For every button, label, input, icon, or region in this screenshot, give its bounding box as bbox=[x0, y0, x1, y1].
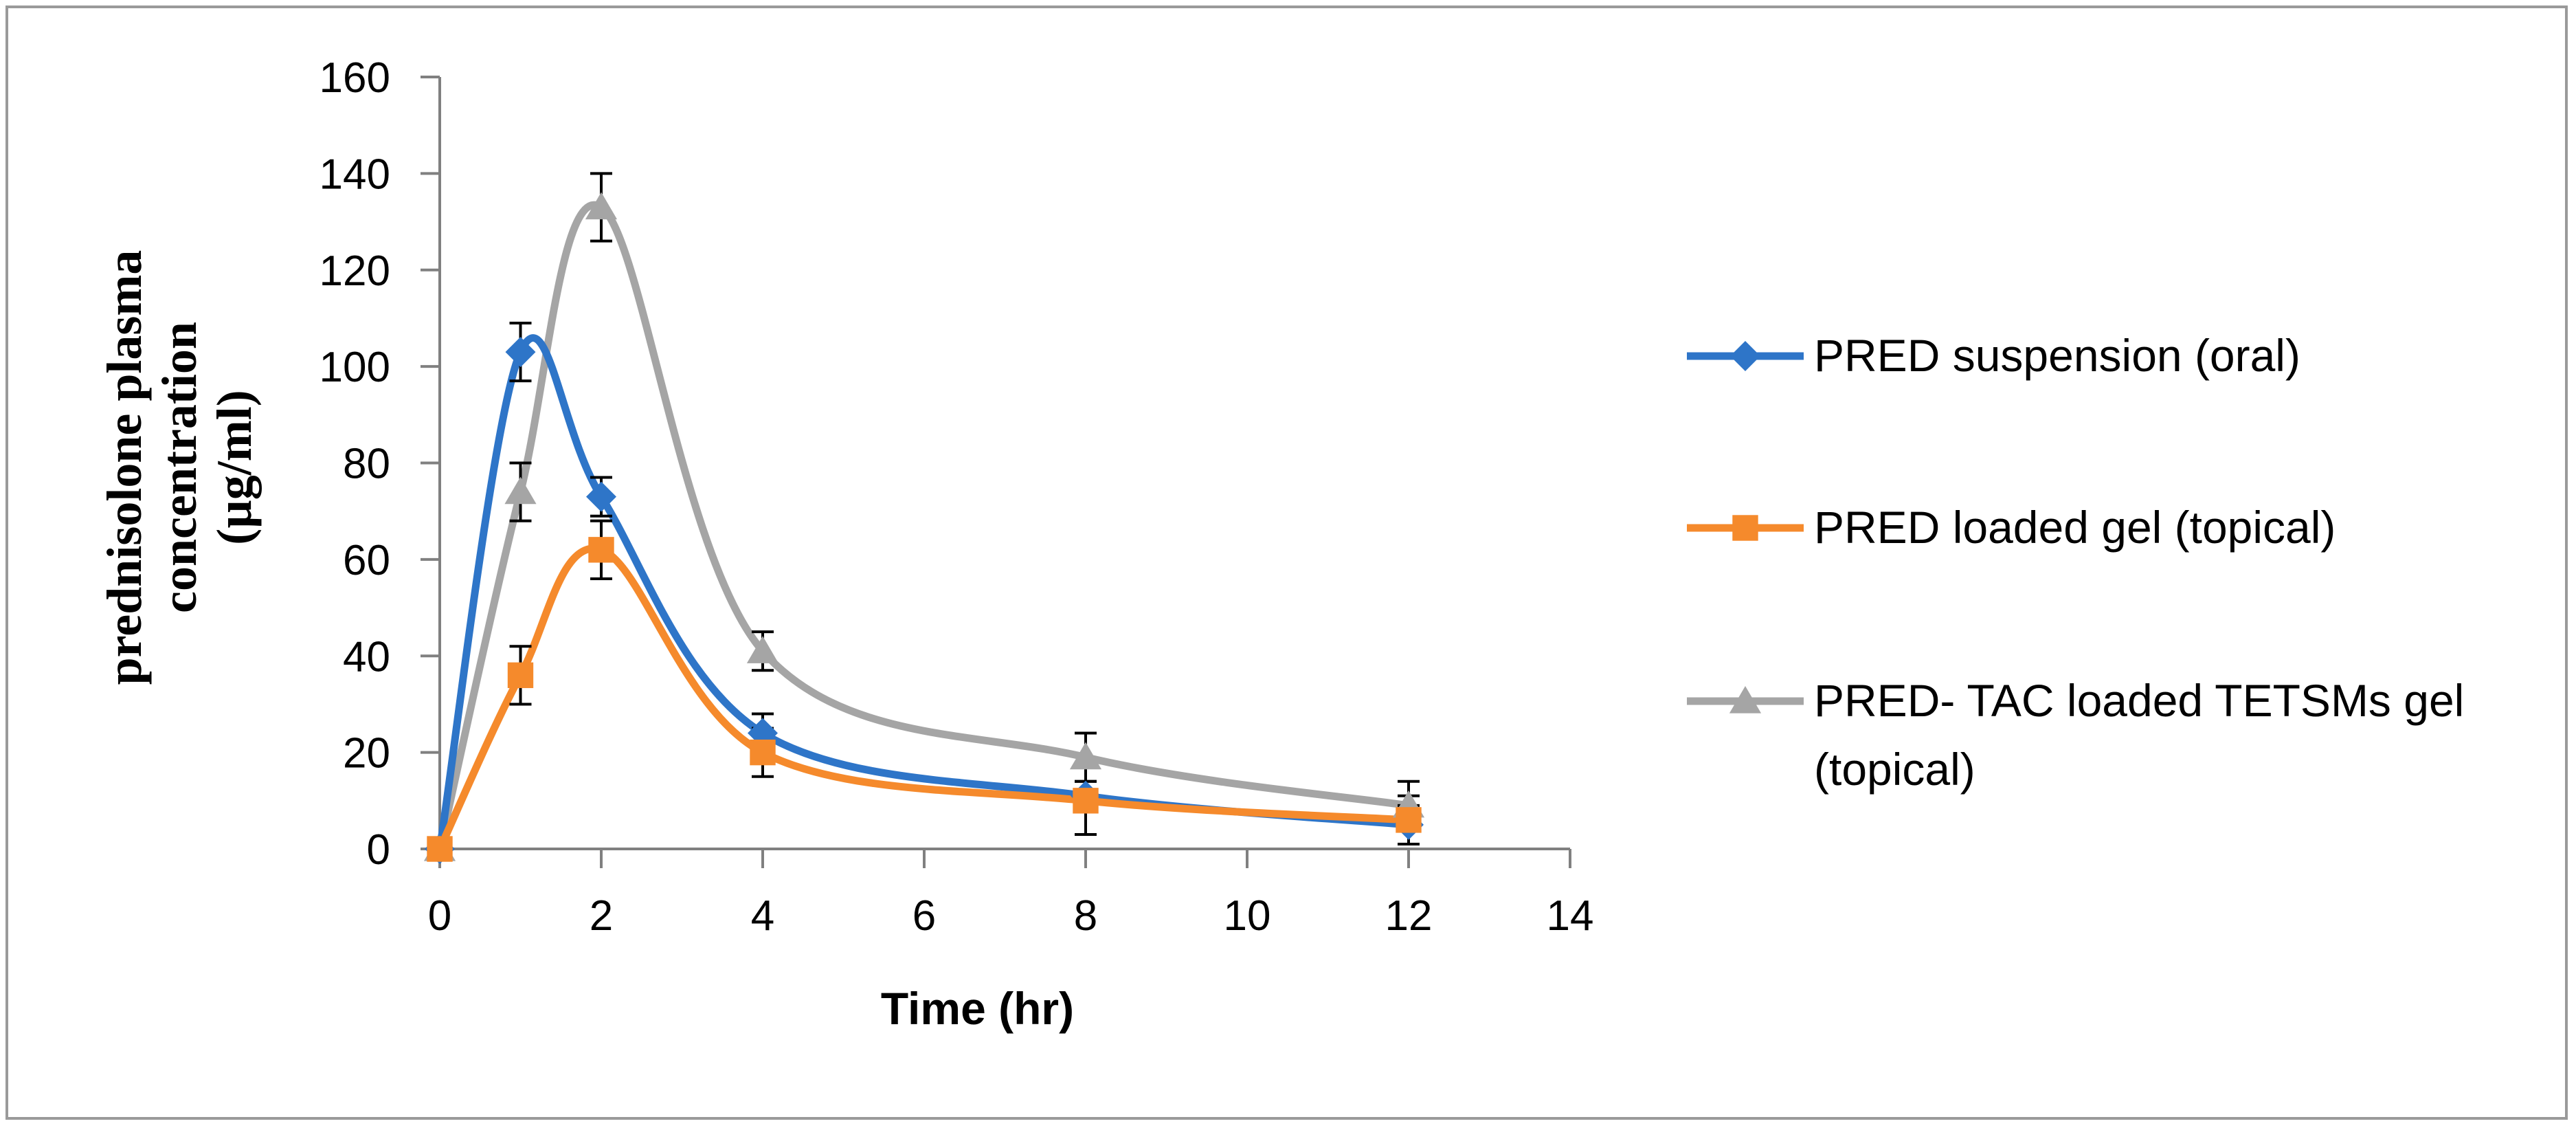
legend-marker bbox=[1729, 686, 1762, 714]
legend-item: PRED suspension (oral) bbox=[1687, 330, 2300, 381]
legend: PRED suspension (oral) PRED loaded gel (t… bbox=[1687, 330, 2464, 795]
legend-marker bbox=[1732, 515, 1758, 541]
y-axis-title-line: (µg/ml) bbox=[207, 390, 262, 544]
y-tick-label: 120 bbox=[320, 247, 390, 295]
x-tick-label: 14 bbox=[1547, 892, 1594, 940]
y-axis-title-line: concentration bbox=[152, 322, 207, 613]
data-point bbox=[504, 476, 537, 505]
axes: 0 20 40 60 80 100 120 140 160 0 2 4 6 8 10 12 14 bbox=[320, 54, 1594, 940]
data-point bbox=[750, 739, 776, 766]
legend-marker bbox=[1730, 341, 1760, 371]
x-tick-label: 10 bbox=[1224, 892, 1271, 940]
y-axis-title-group: prednisolone plasma concentration (µg/ml) bbox=[97, 250, 262, 685]
data-point bbox=[427, 836, 453, 862]
chart-frame bbox=[5, 5, 2568, 1120]
data-point bbox=[586, 481, 616, 512]
x-tick-label: 0 bbox=[428, 892, 451, 940]
legend-label: PRED suspension (oral) bbox=[1814, 330, 2300, 381]
legend-label: PRED- TAC loaded TETSMs gel bbox=[1814, 675, 2464, 726]
y-tick-label: 0 bbox=[367, 826, 390, 874]
series-line bbox=[436, 544, 1409, 851]
x-tick-label: 12 bbox=[1385, 892, 1433, 940]
data-point bbox=[505, 337, 536, 368]
y-axis-title: prednisolone plasma concentration (µg/ml) bbox=[97, 250, 262, 685]
y-tick-label: 60 bbox=[343, 537, 390, 584]
x-axis-title: Time (hr) bbox=[881, 983, 1074, 1034]
data-point bbox=[746, 636, 779, 663]
legend-item: PRED loaded gel (topical) bbox=[1687, 502, 2336, 553]
series-0 bbox=[436, 334, 1409, 850]
y-tick-label: 100 bbox=[320, 344, 390, 391]
legend-item: PRED- TAC loaded TETSMs gel (topical) bbox=[1687, 675, 2464, 795]
y-tick-label: 140 bbox=[320, 151, 390, 198]
legend-label: (topical) bbox=[1814, 744, 1975, 795]
x-tick-label: 2 bbox=[590, 892, 613, 940]
x-tick-label: 8 bbox=[1074, 892, 1097, 940]
data-point bbox=[1069, 742, 1102, 770]
y-axis-title-line: prednisolone plasma bbox=[97, 250, 152, 685]
series-2 bbox=[436, 201, 1409, 850]
series-layer bbox=[423, 172, 1425, 864]
data-point bbox=[588, 537, 614, 563]
data-point bbox=[507, 662, 534, 689]
series-line bbox=[436, 334, 1409, 850]
markers-0 bbox=[425, 337, 1424, 864]
series-line bbox=[436, 201, 1409, 850]
series-1 bbox=[436, 544, 1409, 851]
y-tick-label: 20 bbox=[343, 730, 390, 777]
error-bars-2 bbox=[509, 172, 1420, 831]
data-point bbox=[1073, 788, 1099, 814]
markers-1 bbox=[427, 537, 1422, 862]
legend-label: PRED loaded gel (topical) bbox=[1814, 502, 2336, 553]
y-tick-label: 80 bbox=[343, 441, 390, 488]
x-tick-label: 6 bbox=[912, 892, 936, 940]
y-tick-label: 40 bbox=[343, 633, 390, 681]
markers-2 bbox=[423, 192, 1425, 861]
y-tick-label: 160 bbox=[320, 54, 390, 102]
data-point bbox=[1396, 807, 1422, 833]
x-tick-label: 4 bbox=[751, 892, 774, 940]
data-point bbox=[585, 192, 618, 220]
